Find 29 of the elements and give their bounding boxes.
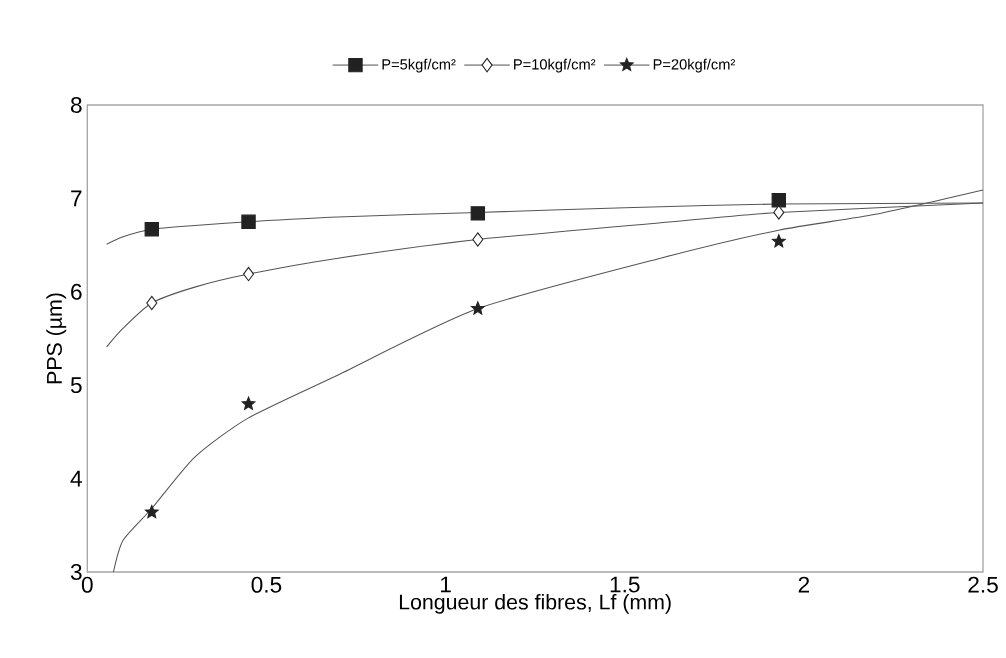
point [771,234,786,248]
point [144,505,159,519]
x-tick-label: 0 [81,576,93,593]
point [472,232,484,247]
point [146,295,158,311]
x-tick-label: 2 [798,576,810,593]
point [241,214,256,229]
x-tick-label: 0.5 [251,576,282,593]
y-tick-label: 7 [71,190,82,207]
y-tick-label: 6 [71,283,82,300]
y-tick-label: 4 [70,470,82,487]
point [241,396,256,410]
point [771,193,786,208]
y-tick-label: 5 [70,377,82,394]
legend-label: P=5kgf/cm² [382,58,456,73]
point [470,206,486,221]
point [773,205,785,220]
x-tick-label: 2.5 [968,576,998,593]
y-tick-label: 3 [70,563,82,581]
point [470,301,485,315]
y-tick-label: 8 [70,96,82,114]
y-axis-title: PPS (µm) [46,293,67,384]
x-tick-label: 1.5 [610,576,640,593]
legend-label: P=10kgf/cm² [514,58,596,73]
point [144,222,159,237]
x-tick-label: 1 [441,576,451,593]
x-axis-title: Longueur des fibres, Lf (mm) [399,593,671,614]
point [242,266,255,282]
legend-label: P=20kgf/cm² [653,58,736,73]
